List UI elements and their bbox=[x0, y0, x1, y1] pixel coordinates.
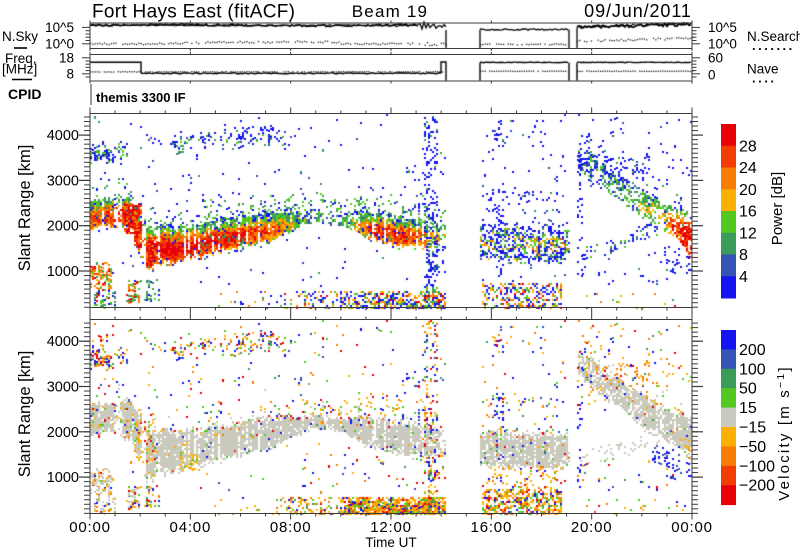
svg-text:−50: −50 bbox=[739, 439, 766, 456]
svg-text:08:00: 08:00 bbox=[270, 519, 312, 536]
svg-text:09/Jun/2011: 09/Jun/2011 bbox=[584, 1, 692, 21]
svg-text:00:00: 00:00 bbox=[69, 519, 111, 536]
svg-text:16:00: 16:00 bbox=[471, 519, 513, 536]
svg-text:Fort Hays East (fitACF): Fort Hays East (fitACF) bbox=[92, 2, 295, 23]
svg-text:Beam 19: Beam 19 bbox=[352, 2, 428, 21]
svg-text:16: 16 bbox=[739, 204, 757, 221]
svg-text:themis 3300 IF: themis 3300 IF bbox=[96, 90, 186, 105]
svg-text:−200: −200 bbox=[739, 478, 775, 495]
svg-text:N.Search: N.Search bbox=[747, 29, 800, 44]
svg-text:4000: 4000 bbox=[47, 334, 79, 350]
svg-text:Nave: Nave bbox=[747, 62, 779, 77]
svg-text:Slant Range [km]: Slant Range [km] bbox=[16, 351, 34, 478]
svg-text:200: 200 bbox=[739, 342, 766, 359]
svg-text:12: 12 bbox=[739, 225, 757, 242]
svg-text:10^0: 10^0 bbox=[708, 37, 737, 52]
svg-text:10^5: 10^5 bbox=[708, 20, 737, 35]
svg-text:50: 50 bbox=[739, 381, 757, 398]
svg-text:Power [dB]: Power [dB] bbox=[769, 172, 786, 245]
svg-text:0: 0 bbox=[708, 68, 716, 83]
svg-text:8: 8 bbox=[739, 247, 748, 264]
svg-text:12:00: 12:00 bbox=[370, 519, 412, 536]
svg-text:Freq.: Freq. bbox=[5, 51, 37, 66]
svg-text:8: 8 bbox=[66, 67, 74, 82]
svg-text:3000: 3000 bbox=[47, 173, 79, 189]
svg-text:2000: 2000 bbox=[47, 219, 79, 235]
svg-text:04:00: 04:00 bbox=[170, 519, 212, 536]
svg-text:.......: ....... bbox=[752, 38, 795, 53]
svg-text:100: 100 bbox=[739, 361, 766, 378]
svg-text:18: 18 bbox=[59, 51, 74, 66]
svg-text:2000: 2000 bbox=[47, 425, 79, 441]
svg-text:24: 24 bbox=[739, 160, 757, 177]
svg-text:Velocity [m s−1]: Velocity [m s−1] bbox=[775, 365, 793, 501]
svg-text:−100: −100 bbox=[739, 458, 775, 475]
svg-text:15: 15 bbox=[739, 400, 757, 417]
svg-text:00:00: 00:00 bbox=[671, 519, 713, 536]
svg-text:CPID: CPID bbox=[8, 86, 41, 102]
svg-text:4000: 4000 bbox=[47, 128, 79, 144]
svg-text:N.Sky: N.Sky bbox=[2, 29, 38, 44]
svg-text:[MHz]: [MHz] bbox=[2, 62, 37, 77]
svg-text:20: 20 bbox=[739, 182, 757, 199]
svg-text:20:00: 20:00 bbox=[571, 519, 613, 536]
svg-text:28: 28 bbox=[739, 138, 757, 155]
svg-text:Slant Range [km]: Slant Range [km] bbox=[16, 145, 34, 272]
svg-text:1000: 1000 bbox=[47, 470, 79, 486]
svg-text:−15: −15 bbox=[739, 420, 766, 437]
svg-text:10^5: 10^5 bbox=[45, 20, 74, 35]
svg-text:3000: 3000 bbox=[47, 380, 79, 396]
svg-text:4: 4 bbox=[739, 269, 748, 286]
svg-text:1000: 1000 bbox=[47, 264, 79, 280]
svg-text:60: 60 bbox=[708, 51, 723, 66]
svg-text:Time UT: Time UT bbox=[365, 535, 416, 550]
svg-text:....: .... bbox=[752, 71, 776, 86]
svg-text:10^0: 10^0 bbox=[45, 37, 74, 52]
